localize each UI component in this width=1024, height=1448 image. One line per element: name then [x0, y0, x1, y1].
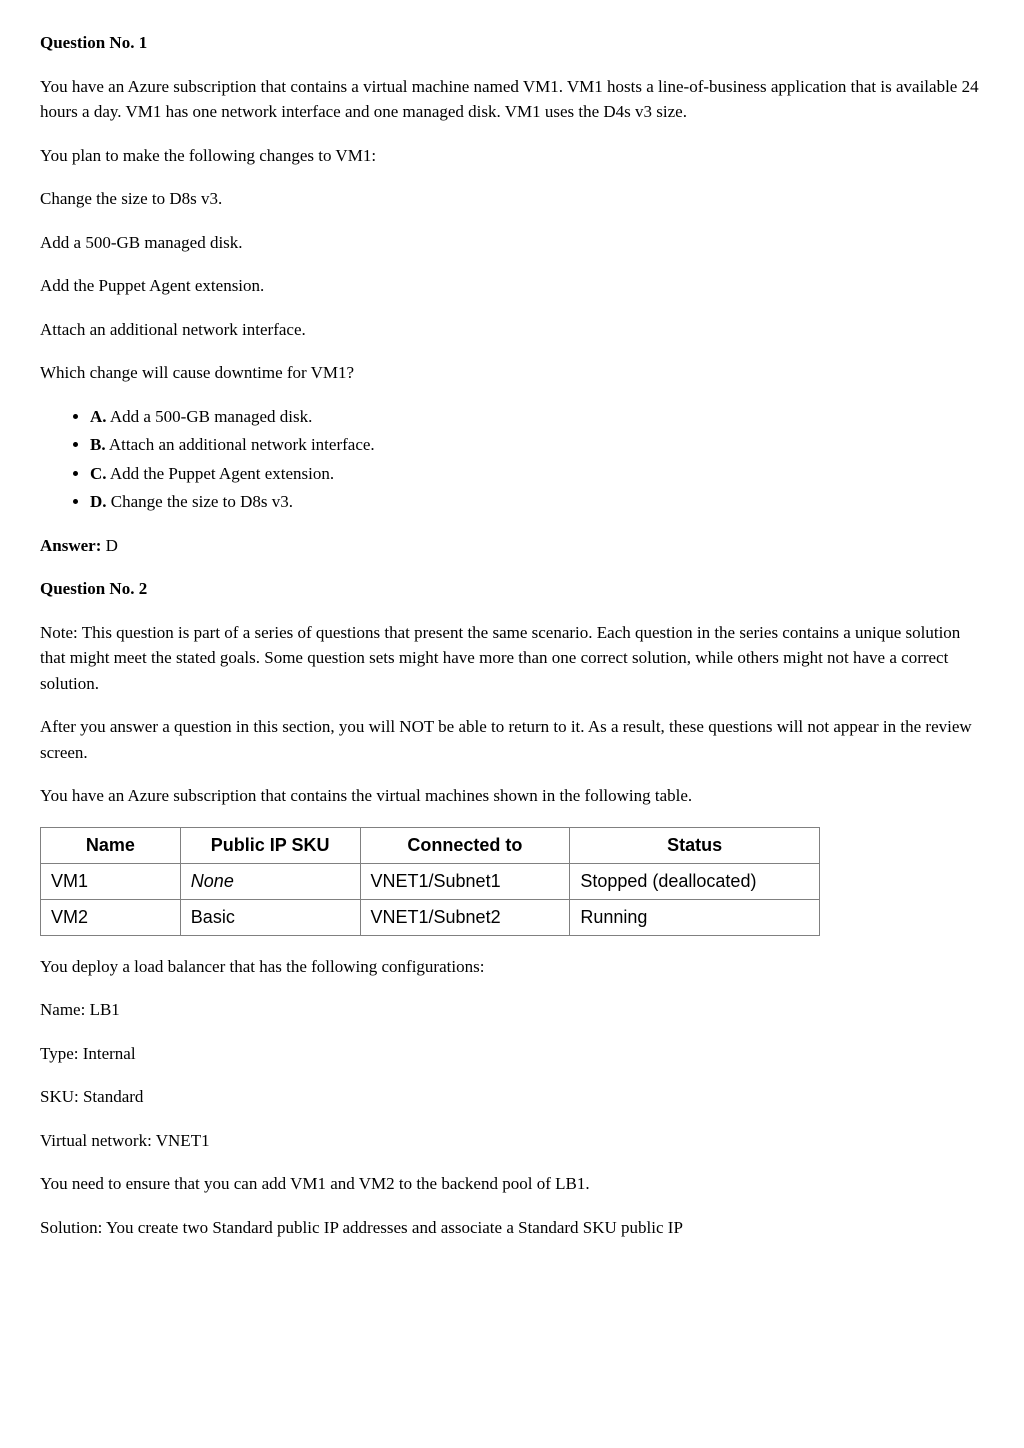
q1-paragraph-2: You plan to make the following changes t… [40, 143, 984, 169]
cell-connected: VNET1/Subnet2 [360, 899, 570, 935]
vm-table: Name Public IP SKU Connected to Status V… [40, 827, 820, 936]
q1-answer: Answer: D [40, 533, 984, 559]
header-name: Name [41, 827, 181, 863]
q1-paragraph-4: Add a 500-GB managed disk. [40, 230, 984, 256]
answer-label: Answer: [40, 536, 106, 555]
q2-paragraph-8: Virtual network: VNET1 [40, 1128, 984, 1154]
q2-paragraph-2: After you answer a question in this sect… [40, 714, 984, 765]
option-text-d: Change the size to D8s v3. [107, 492, 294, 511]
option-label-b: B. [90, 435, 106, 454]
cell-status: Running [570, 899, 820, 935]
option-text-c: Add the Puppet Agent extension. [107, 464, 335, 483]
cell-name: VM1 [41, 863, 181, 899]
question-2-heading: Question No. 2 [40, 576, 984, 602]
q1-option-d: D. Change the size to D8s v3. [90, 489, 984, 515]
q2-paragraph-1: Note: This question is part of a series … [40, 620, 984, 697]
table-header-row: Name Public IP SKU Connected to Status [41, 827, 820, 863]
cell-name: VM2 [41, 899, 181, 935]
q2-paragraph-6: Type: Internal [40, 1041, 984, 1067]
q2-paragraph-5: Name: LB1 [40, 997, 984, 1023]
q1-options-list: A. Add a 500-GB managed disk. B. Attach … [40, 404, 984, 515]
option-label-a: A. [90, 407, 107, 426]
option-label-c: C. [90, 464, 107, 483]
q1-paragraph-6: Attach an additional network interface. [40, 317, 984, 343]
q1-paragraph-7: Which change will cause downtime for VM1… [40, 360, 984, 386]
cell-status: Stopped (deallocated) [570, 863, 820, 899]
cell-sku: Basic [180, 899, 360, 935]
q1-paragraph-1: You have an Azure subscription that cont… [40, 74, 984, 125]
q2-paragraph-4: You deploy a load balancer that has the … [40, 954, 984, 980]
header-status: Status [570, 827, 820, 863]
q2-paragraph-9: You need to ensure that you can add VM1 … [40, 1171, 984, 1197]
q2-paragraph-3: You have an Azure subscription that cont… [40, 783, 984, 809]
table-row: VM2 Basic VNET1/Subnet2 Running [41, 899, 820, 935]
header-connected: Connected to [360, 827, 570, 863]
q1-paragraph-3: Change the size to D8s v3. [40, 186, 984, 212]
option-text-a: Add a 500-GB managed disk. [107, 407, 313, 426]
q1-paragraph-5: Add the Puppet Agent extension. [40, 273, 984, 299]
option-label-d: D. [90, 492, 107, 511]
table-row: VM1 None VNET1/Subnet1 Stopped (dealloca… [41, 863, 820, 899]
q1-option-a: A. Add a 500-GB managed disk. [90, 404, 984, 430]
q2-paragraph-7: SKU: Standard [40, 1084, 984, 1110]
question-1-heading: Question No. 1 [40, 30, 984, 56]
answer-value: D [106, 536, 118, 555]
q1-option-b: B. Attach an additional network interfac… [90, 432, 984, 458]
header-sku: Public IP SKU [180, 827, 360, 863]
option-text-b: Attach an additional network interface. [106, 435, 375, 454]
q1-option-c: C. Add the Puppet Agent extension. [90, 461, 984, 487]
cell-connected: VNET1/Subnet1 [360, 863, 570, 899]
cell-sku: None [180, 863, 360, 899]
q2-paragraph-10: Solution: You create two Standard public… [40, 1215, 984, 1241]
